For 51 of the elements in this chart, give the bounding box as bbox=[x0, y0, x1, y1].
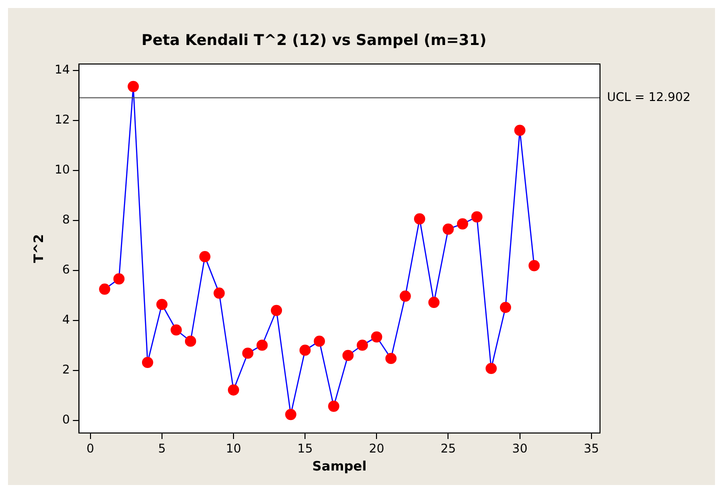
x-tick-label: 25 bbox=[440, 441, 456, 456]
y-tick-label: 4 bbox=[62, 312, 70, 327]
point bbox=[214, 288, 225, 299]
point bbox=[428, 296, 440, 308]
point bbox=[314, 336, 325, 347]
y-tick-label: 6 bbox=[62, 262, 70, 277]
point bbox=[184, 336, 196, 347]
point bbox=[285, 408, 296, 420]
point bbox=[471, 211, 482, 222]
x-axis-title: Sampel bbox=[312, 460, 367, 475]
x-tick-label: 30 bbox=[512, 441, 528, 456]
point bbox=[442, 224, 454, 235]
x-tick-label: 0 bbox=[86, 441, 94, 456]
point bbox=[128, 80, 139, 92]
x-tick-label: 5 bbox=[158, 441, 166, 456]
x-tick-label: 15 bbox=[297, 441, 313, 456]
y-tick-label: 12 bbox=[54, 112, 70, 126]
point bbox=[99, 284, 110, 295]
point bbox=[328, 400, 340, 412]
point bbox=[356, 340, 368, 351]
point bbox=[170, 324, 182, 336]
point bbox=[256, 340, 268, 351]
ref-line-label: UCL = 12.902 bbox=[607, 90, 691, 104]
x-tick-label: 10 bbox=[226, 441, 242, 456]
point bbox=[456, 218, 468, 230]
point bbox=[414, 213, 426, 224]
y-tick-label: 8 bbox=[62, 212, 70, 226]
point bbox=[113, 273, 125, 284]
x-tick-label: 20 bbox=[369, 441, 384, 456]
point bbox=[400, 290, 411, 302]
y-tick-label: 0 bbox=[62, 412, 70, 427]
point bbox=[199, 251, 210, 262]
point bbox=[156, 298, 168, 310]
point bbox=[270, 304, 282, 316]
point bbox=[371, 331, 382, 343]
y-tick-label: 2 bbox=[62, 362, 70, 377]
y-tick-label: 10 bbox=[54, 162, 70, 176]
point bbox=[385, 352, 397, 364]
chart-title: Peta Kendali T^2 (12) vs Sampel (m=31) bbox=[141, 30, 487, 49]
point bbox=[500, 302, 512, 314]
point bbox=[228, 384, 240, 396]
point bbox=[342, 350, 354, 362]
point bbox=[528, 260, 540, 272]
point bbox=[486, 362, 497, 374]
y-axis-title: T^2 bbox=[32, 234, 48, 263]
point bbox=[299, 344, 311, 356]
point bbox=[514, 124, 526, 136]
y-tick-label: 14 bbox=[54, 62, 70, 76]
x-tick-label: 35 bbox=[584, 441, 600, 456]
point bbox=[142, 356, 154, 368]
point bbox=[242, 348, 254, 359]
